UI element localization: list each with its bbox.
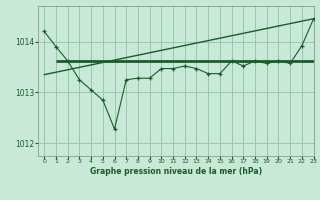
X-axis label: Graphe pression niveau de la mer (hPa): Graphe pression niveau de la mer (hPa) <box>90 167 262 176</box>
